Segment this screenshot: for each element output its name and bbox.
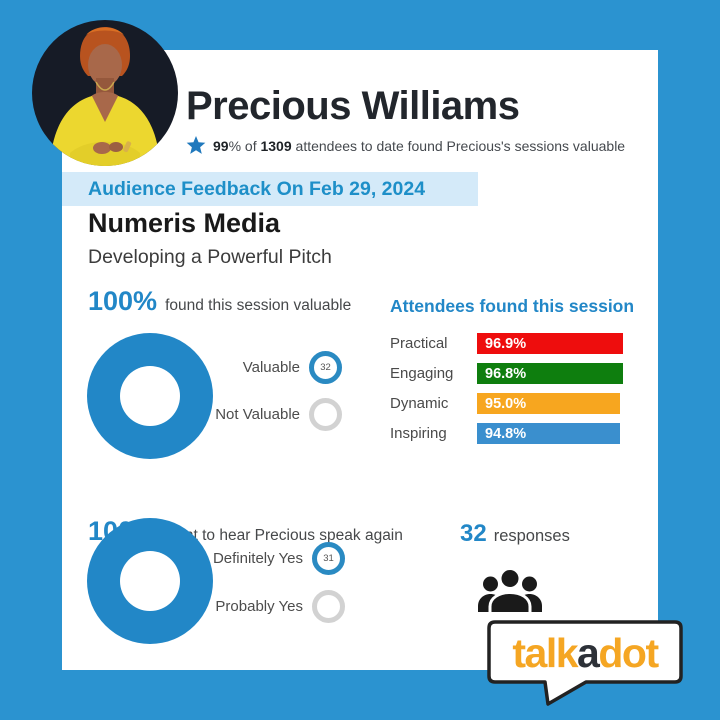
speaker-name: Precious Williams	[186, 84, 520, 128]
logo-text-talk: talk	[512, 629, 578, 676]
legend-count-circle	[312, 590, 345, 623]
speak-again-donut-chart	[87, 518, 213, 644]
logo-text-a: a	[577, 629, 600, 676]
legend-label: Probably Yes	[215, 598, 303, 615]
legend-count-circle	[309, 398, 342, 431]
legend-row: Not Valuable	[130, 398, 342, 431]
talkadot-logo: talk a dot	[485, 619, 685, 707]
speak-again-stat-label: want to hear Precious speak again	[165, 527, 403, 544]
bar-label: Practical	[390, 335, 448, 352]
speak-again-legend: Definitely Yes 31 Probably Yes	[133, 542, 345, 623]
valuable-donut-chart	[87, 333, 213, 459]
bar-track: 96.9%	[477, 333, 628, 354]
valuable-percent: 100%	[88, 286, 158, 316]
rating-text-part: % of	[228, 137, 261, 154]
bar-fill: 96.9%	[477, 333, 624, 354]
bar-label: Engaging	[390, 365, 454, 382]
feedback-date-text: Audience Feedback On Feb 29, 2024	[88, 178, 426, 200]
valuable-stat-label: found this session valuable	[165, 297, 352, 314]
valuable-legend: Valuable 32 Not Valuable	[130, 351, 342, 431]
speech-bubble-icon	[487, 620, 683, 706]
responses-stat: 32 responses	[460, 520, 570, 548]
legend-label: Valuable	[242, 359, 300, 376]
feedback-date-banner: Audience Feedback On Feb 29, 2024	[62, 172, 478, 206]
legend-count-circle: 31	[312, 542, 345, 575]
bar-fill: 96.8%	[477, 363, 624, 384]
bar-row: Engaging 96.8%	[390, 363, 642, 384]
legend-label: Definitely Yes	[212, 550, 303, 567]
organization-name: Numeris Media	[88, 208, 281, 238]
bar-fill: 94.8%	[477, 423, 621, 444]
legend-row: Definitely Yes 31	[133, 542, 345, 575]
legend-row: Valuable 32	[130, 351, 342, 384]
bar-value-label: 95.0%	[485, 395, 527, 412]
valuable-stat: 100% found this session valuable	[88, 286, 351, 317]
bar-row: Practical 96.9%	[390, 333, 642, 354]
ratings-bar-chart: Practical 96.9% Engaging 96.8% Dynamic 95.0% I…	[390, 333, 642, 453]
bar-label: Inspiring	[390, 425, 447, 442]
speaker-avatar	[32, 20, 178, 166]
bar-label: Dynamic	[390, 395, 449, 412]
report-card: Precious Williams 99% of 1309 attendees …	[62, 50, 658, 670]
bar-fill: 95.0%	[477, 393, 621, 414]
legend-count: 31	[323, 553, 334, 564]
talkadot-wordmark: talk a dot	[489, 625, 681, 681]
bar-value-label: 94.8%	[485, 425, 527, 442]
star-icon	[186, 136, 206, 155]
bar-track: 96.8%	[477, 363, 628, 384]
bar-value-label: 96.8%	[485, 365, 527, 382]
bar-track: 95.0%	[477, 393, 628, 414]
lifetime-percent: 99	[213, 137, 229, 154]
responses-label: responses	[493, 527, 570, 545]
attendees-group-icon	[477, 567, 543, 620]
legend-label: Not Valuable	[215, 406, 300, 423]
rating-text-part: attendees to date found Precious's sessi…	[291, 137, 626, 154]
ratings-heading: Attendees found this session	[390, 296, 635, 316]
legend-count-circle: 32	[309, 351, 342, 384]
legend-row: Probably Yes	[133, 590, 345, 623]
lifetime-rating-text: 99% of 1309 attendees to date found Prec…	[213, 138, 625, 154]
legend-count: 32	[320, 362, 331, 373]
lifetime-rating-line: 99% of 1309 attendees to date found Prec…	[186, 136, 625, 155]
bar-row: Inspiring 94.8%	[390, 423, 642, 444]
logo-text-dot: dot	[598, 629, 659, 676]
lifetime-attendee-count: 1309	[260, 137, 292, 154]
session-title: Developing a Powerful Pitch	[88, 246, 332, 268]
bar-track: 94.8%	[477, 423, 628, 444]
responses-count: 32	[460, 520, 487, 547]
bar-row: Dynamic 95.0%	[390, 393, 642, 414]
bar-value-label: 96.9%	[485, 335, 527, 352]
